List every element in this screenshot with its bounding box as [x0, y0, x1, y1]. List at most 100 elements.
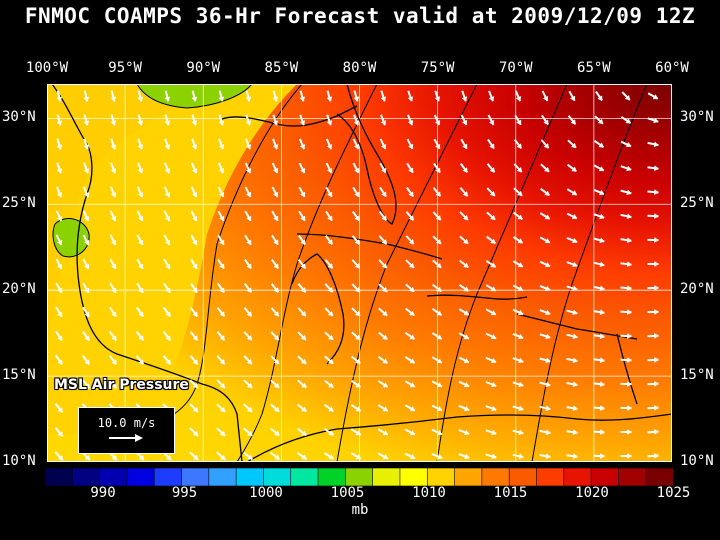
wind-vector-head — [273, 358, 280, 365]
wind-vector-head — [488, 119, 495, 126]
wind-vector-head — [245, 120, 252, 126]
wind-vector-head — [489, 143, 495, 149]
wind-vector-head — [273, 382, 280, 389]
wind-vector-head — [597, 118, 604, 125]
legend-unit: mb — [351, 502, 369, 518]
wind-vector-head — [301, 406, 307, 412]
wind-vectors — [54, 90, 659, 461]
wind-vector-head — [300, 334, 307, 341]
longitude-label: 70°W — [498, 60, 533, 76]
wind-vector-head — [354, 191, 360, 198]
wind-vector-head — [490, 309, 497, 316]
wind-vector-head — [246, 215, 252, 222]
legend-swatch — [317, 468, 347, 486]
wind-vector-head — [299, 191, 306, 198]
wind-vector-head — [545, 357, 551, 364]
wind-vector-head — [545, 381, 551, 388]
wind-vector-head — [518, 357, 524, 364]
wind-vector-head — [111, 383, 117, 389]
wind-vector-head — [490, 357, 497, 364]
wind-vector-head — [626, 261, 632, 268]
wind-vector-head — [273, 215, 279, 222]
legend-swatch — [235, 468, 265, 486]
wind-vector-head — [218, 96, 225, 102]
wind-vector-head — [488, 96, 495, 102]
wind-vector-head — [300, 239, 306, 245]
wind-vector-head — [84, 454, 91, 461]
wind-vector-head — [57, 383, 63, 389]
wind-vector-head — [191, 120, 198, 126]
wind-vector-head — [326, 120, 333, 126]
wind-vector-head — [328, 430, 334, 436]
wind-vector-head — [246, 287, 252, 293]
wind-vector-head — [110, 215, 117, 222]
wind-vector-head — [137, 239, 144, 246]
wind-vector-head — [218, 144, 225, 150]
wind-vector-head — [327, 191, 333, 198]
wind-vector-head — [138, 335, 144, 341]
wind-vector-head — [409, 405, 416, 412]
wind-vector-head — [461, 119, 468, 126]
legend-swatch — [508, 468, 538, 486]
wind-vector-head — [274, 406, 280, 412]
wind-vector-head — [327, 239, 333, 245]
wind-vector-head — [138, 287, 144, 294]
legend-tick-label: 990 — [90, 485, 116, 501]
wind-vector-head — [273, 263, 279, 269]
wind-vector-head — [570, 142, 577, 149]
wind-vector-head — [435, 238, 442, 245]
wind-vector-head — [407, 119, 414, 126]
wind-vector-head — [490, 238, 496, 244]
wind-vector-head — [56, 215, 63, 222]
wind-vector-head — [299, 120, 306, 126]
wind-vector-head — [300, 215, 306, 222]
wind-vector-head — [517, 285, 524, 292]
wind-vector-head — [600, 453, 605, 460]
wind-vector-head — [517, 214, 523, 220]
wind-vector-head — [300, 263, 306, 269]
legend-swatch — [153, 468, 183, 486]
wind-vector-head — [600, 405, 605, 412]
wind-vector-head — [299, 144, 306, 150]
wind-vector-head — [381, 262, 388, 269]
wind-vector-head — [246, 263, 252, 269]
wind-vector-head — [84, 359, 90, 365]
wind-vector-head — [545, 405, 551, 412]
wind-vector-head — [543, 143, 549, 149]
legend-swatch — [71, 468, 101, 486]
legend-swatch — [99, 468, 128, 486]
wind-vector-head — [300, 358, 307, 365]
wind-vector-head — [516, 119, 522, 126]
wind-vector-head — [138, 454, 145, 461]
wind-vector-head — [273, 334, 280, 341]
legend-tick-label: 1000 — [249, 485, 283, 501]
wind-vector-head — [569, 95, 576, 102]
wind-vector-head — [463, 262, 469, 268]
wind-vector-head — [516, 143, 522, 149]
wind-vector-head — [543, 166, 550, 173]
wind-vector-head — [627, 453, 632, 459]
wind-vector-head — [57, 287, 63, 294]
wind-vector-head — [57, 311, 63, 318]
wind-vector-head — [110, 191, 117, 198]
wind-vector-head — [654, 356, 659, 363]
wind-vector-head — [382, 334, 388, 340]
wind-vector-head — [219, 239, 225, 246]
wind-vector-head — [462, 167, 468, 173]
map-title: FNMOC COAMPS 36-Hr Forecast valid at 200… — [24, 4, 696, 28]
wind-vector-head — [353, 96, 360, 102]
wind-vector-head — [625, 118, 631, 124]
wind-vector-head — [490, 333, 497, 340]
wind-vector-head — [598, 142, 604, 148]
wind-vector-head — [654, 452, 659, 459]
wind-vector-head — [380, 120, 387, 126]
wind-vector-head — [246, 382, 253, 389]
wind-vector-head — [111, 454, 118, 461]
wind-vector-head — [192, 239, 198, 246]
wind-vector-head — [326, 167, 333, 174]
wind-vector-head — [654, 285, 659, 291]
wind-vector-head — [409, 382, 416, 388]
wind-vector-head — [355, 406, 361, 412]
legend-swatch — [481, 468, 510, 486]
wind-vector-head — [626, 237, 632, 244]
